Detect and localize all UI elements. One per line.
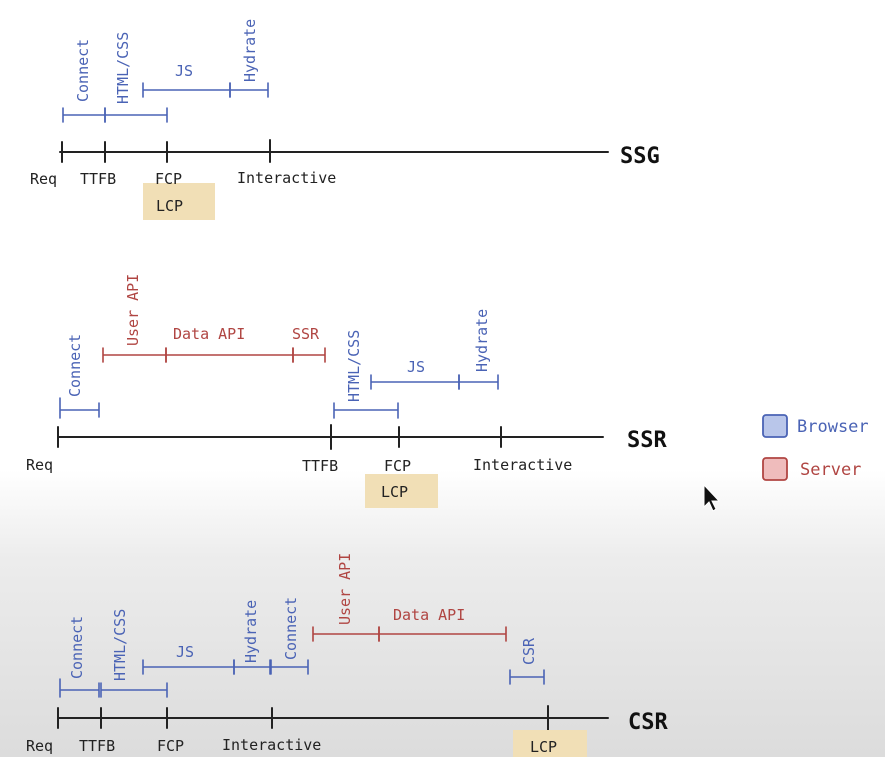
csr-data-api-bracket [378, 626, 507, 642]
ssg-tick-label-req: Req [30, 170, 57, 188]
csr-connect2-label: Connect [282, 597, 300, 660]
csr-js-bracket [142, 659, 235, 675]
legend-server-swatch [762, 457, 788, 481]
ssr-js-label: JS [407, 358, 425, 376]
ssg-hydrate-bracket [229, 82, 269, 98]
ssr-hydrate-bracket [458, 374, 499, 390]
csr-html-css-label: HTML/CSS [111, 609, 129, 681]
ssg-html-css-bracket [104, 107, 168, 123]
ssr-row-label: SSR [627, 428, 667, 453]
ssr-connect-bracket [59, 397, 100, 419]
legend-server-label: Server [800, 460, 861, 480]
mouse-pointer-icon [703, 483, 721, 512]
csr-connect2-bracket [270, 659, 309, 675]
ssr-html-css-label: HTML/CSS [345, 330, 363, 402]
ssg-timeline: Req TTFB FCP Interactive LCP SSG Connect… [30, 19, 660, 220]
csr-connect-label: Connect [68, 616, 86, 679]
csr-html-css-bracket [100, 682, 168, 698]
csr-tick-label-ttfb: TTFB [79, 737, 115, 755]
csr-csr-label: CSR [520, 637, 538, 665]
csr-hydrate-label: Hydrate [242, 600, 260, 663]
csr-data-api-label: Data API [393, 606, 465, 624]
csr-timeline: Req TTFB FCP Interactive LCP CSR Connect… [26, 553, 668, 757]
ssr-lcp-label: LCP [381, 483, 408, 501]
ssg-tick-label-interactive: Interactive [237, 169, 336, 187]
csr-tick-label-fcp: FCP [157, 737, 184, 755]
ssg-lcp-label: LCP [156, 197, 183, 215]
ssr-ssr-label: SSR [292, 325, 320, 343]
csr-lcp-highlight [513, 730, 587, 757]
csr-user-api-bracket [312, 626, 380, 642]
ssg-tick-label-ttfb: TTFB [80, 170, 116, 188]
legend: Browser Server [762, 414, 869, 481]
ssr-ssr-bracket [292, 347, 326, 363]
ssr-user-api-bracket [102, 347, 167, 363]
ssr-js-bracket [370, 374, 460, 390]
csr-js-label: JS [176, 643, 194, 661]
csr-hydrate-bracket [233, 659, 271, 675]
ssr-html-css-bracket [333, 402, 399, 419]
ssg-hydrate-label: Hydrate [241, 19, 259, 82]
ssg-lcp-highlight [143, 183, 215, 220]
ssg-row-label: SSG [620, 144, 660, 169]
ssr-connect-label: Connect [66, 334, 84, 397]
ssg-tick-label-fcp: FCP [155, 170, 182, 188]
ssg-connect-bracket [62, 107, 106, 123]
ssr-tick-label-interactive: Interactive [473, 456, 572, 474]
ssg-connect-label: Connect [74, 39, 92, 102]
csr-row-label: CSR [628, 710, 668, 735]
ssr-lcp-highlight [365, 474, 438, 508]
legend-browser-swatch [762, 414, 788, 438]
ssg-html-css-label: HTML/CSS [114, 32, 132, 104]
ssr-tick-label-ttfb: TTFB [302, 457, 338, 475]
ssr-user-api-label: User API [124, 274, 142, 346]
csr-csr-bracket [509, 669, 545, 685]
csr-tick-label-interactive: Interactive [222, 736, 321, 754]
ssr-data-api-bracket [165, 347, 294, 363]
ssg-js-bracket [142, 82, 231, 98]
ssr-timeline: Req TTFB FCP Interactive LCP SSR Connect… [26, 274, 667, 508]
ssr-tick-label-fcp: FCP [384, 457, 411, 475]
ssr-tick-label-req: Req [26, 456, 53, 474]
csr-user-api-label: User API [336, 553, 354, 625]
csr-lcp-label: LCP [530, 738, 557, 756]
csr-connect-bracket [59, 678, 100, 698]
legend-browser-label: Browser [797, 417, 869, 437]
ssr-hydrate-label: Hydrate [473, 309, 491, 372]
ssr-data-api-label: Data API [173, 325, 245, 343]
csr-tick-label-req: Req [26, 737, 53, 755]
ssg-js-label: JS [175, 62, 193, 80]
